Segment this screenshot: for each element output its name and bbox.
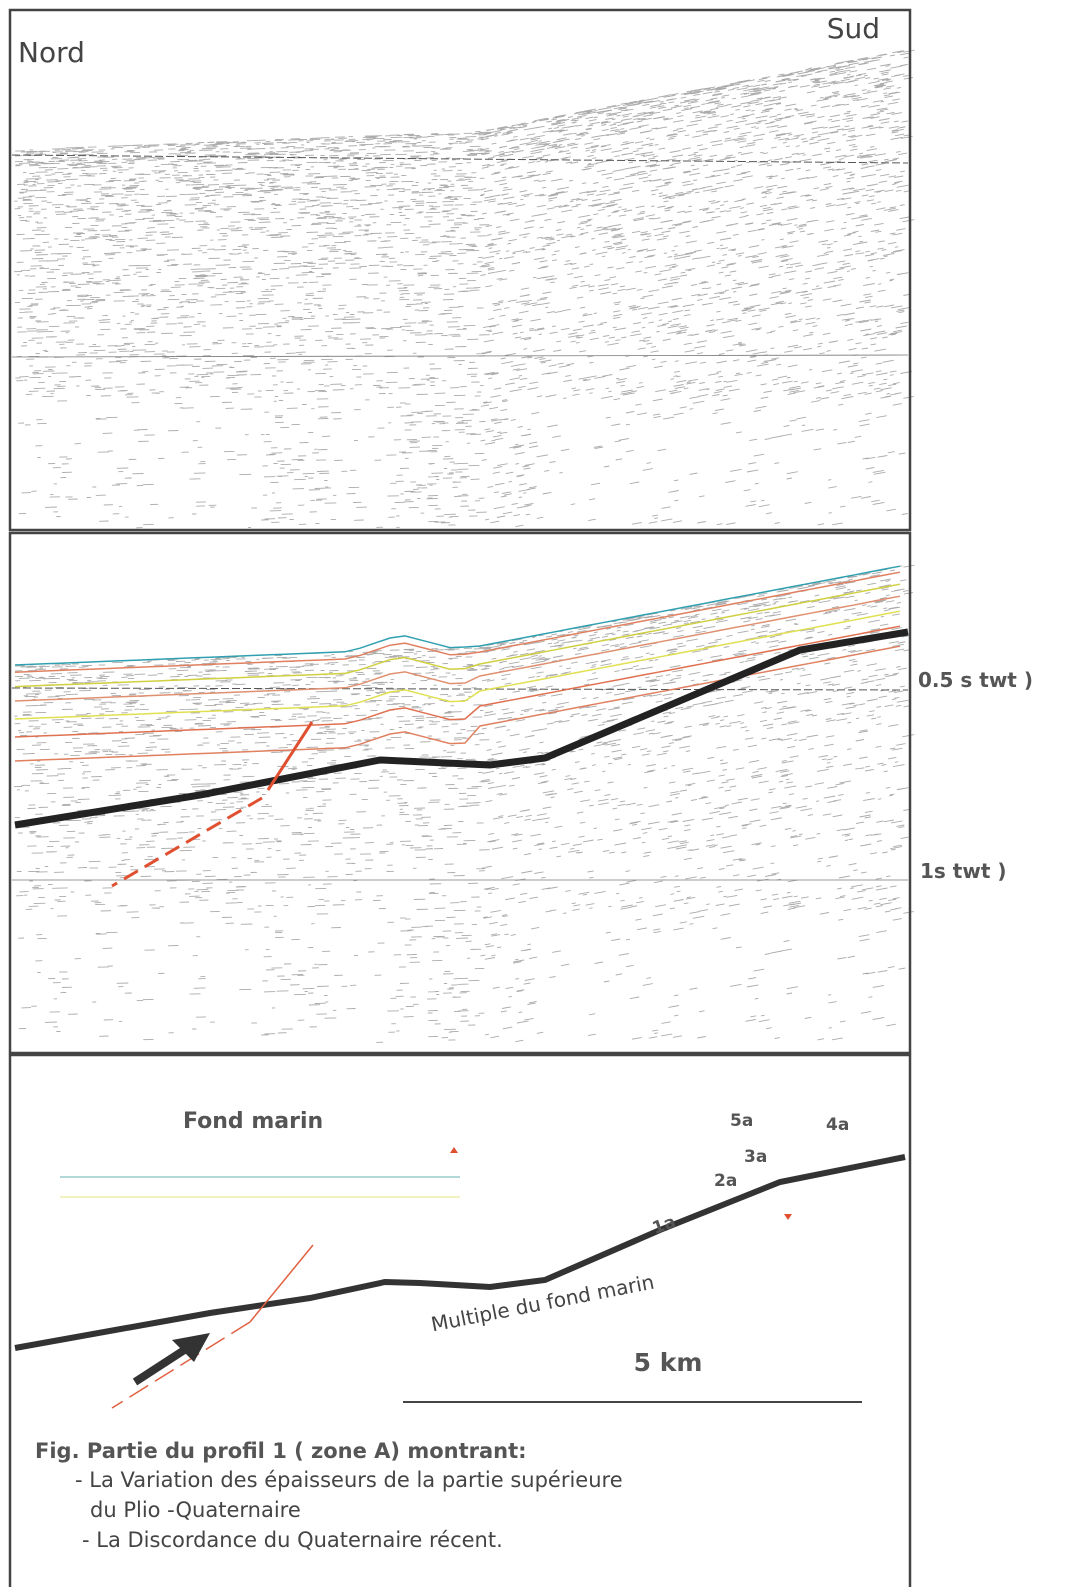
unit-label: 5a	[730, 1111, 753, 1131]
page: Nord Sud 0.5 s twt ) 1s twt ) Fond marin…	[0, 0, 1072, 1587]
fault	[250, 1245, 313, 1322]
scale-label: 5 km	[634, 1348, 703, 1377]
unit-label: 4a	[826, 1115, 849, 1135]
panel-frame	[10, 533, 910, 1053]
unit-label: 3a	[744, 1147, 767, 1167]
time-line	[12, 355, 908, 357]
caption-line: du Plio -Quaternaire	[90, 1498, 301, 1522]
figure: Nord Sud 0.5 s twt ) 1s twt ) Fond marin…	[0, 0, 1072, 1587]
horizon	[15, 566, 900, 665]
caption-line: - La Variation des épaisseurs de la part…	[75, 1468, 623, 1492]
seismic-noise	[14, 50, 915, 1042]
unit-label: 2a	[714, 1171, 737, 1191]
fault	[112, 1322, 250, 1408]
caption-title: Fig. Partie du profil 1 ( zone A) montra…	[35, 1439, 527, 1463]
south-label: Sud	[827, 12, 880, 45]
seafloor-label: Fond marin	[183, 1109, 323, 1134]
seismic-reflections	[14, 50, 915, 528]
north-label: Nord	[18, 36, 85, 69]
time-label: 0.5 s twt )	[918, 668, 1033, 692]
marker	[450, 1147, 458, 1153]
marker	[784, 1214, 792, 1220]
time-line	[12, 155, 908, 163]
time-label: 1s twt )	[920, 859, 1006, 883]
caption-line: - La Discordance du Quaternaire récent.	[82, 1528, 503, 1552]
